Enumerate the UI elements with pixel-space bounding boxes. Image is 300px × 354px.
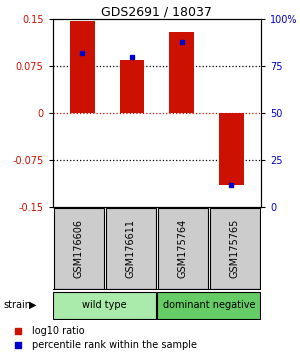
Bar [53, 292, 156, 319]
Text: dominant negative: dominant negative [163, 300, 255, 310]
Text: percentile rank within the sample: percentile rank within the sample [32, 340, 197, 350]
Bar [157, 292, 260, 319]
Bar [158, 208, 208, 290]
Text: GSM175765: GSM175765 [230, 219, 240, 278]
Bar [219, 113, 244, 185]
Text: log10 ratio: log10 ratio [32, 326, 85, 336]
Bar [106, 208, 156, 290]
Bar [70, 21, 95, 113]
Text: ▶: ▶ [28, 300, 36, 310]
Bar [119, 60, 144, 113]
Title: GDS2691 / 18037: GDS2691 / 18037 [101, 5, 212, 18]
Bar [169, 32, 194, 113]
Text: GSM176606: GSM176606 [74, 219, 84, 278]
Text: strain: strain [3, 300, 31, 310]
Text: GSM175764: GSM175764 [178, 219, 188, 278]
Text: GSM176611: GSM176611 [126, 219, 136, 278]
Text: wild type: wild type [82, 300, 127, 310]
Bar [210, 208, 260, 290]
Bar [53, 208, 104, 290]
